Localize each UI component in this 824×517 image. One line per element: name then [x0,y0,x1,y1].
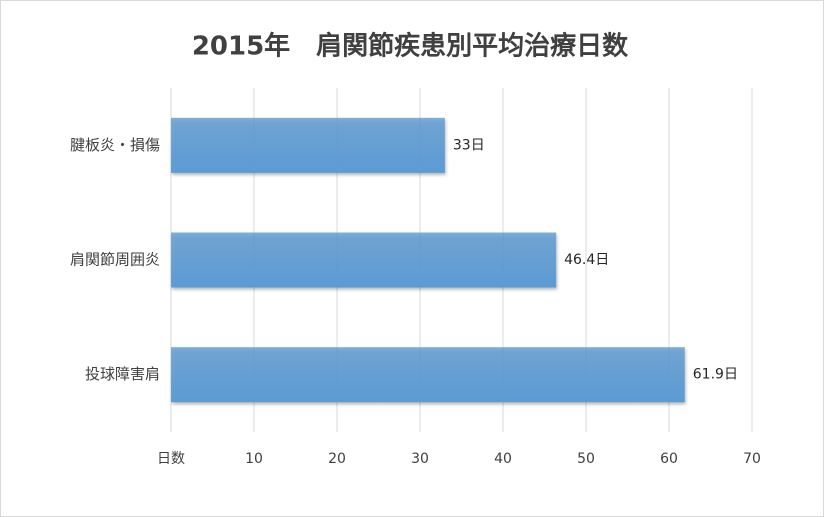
x-tick-label: 40 [494,451,512,467]
data-label: 46.4日 [564,252,609,268]
bar [171,117,445,173]
data-label: 61.9日 [693,367,738,383]
y-tick-label: 腱板炎・損傷 [70,136,160,154]
x-tick-label: 70 [743,451,761,467]
y-tick-label: 投球障害肩 [85,365,160,383]
x-tick-label: 50 [577,451,595,467]
x-tick-label: 60 [660,451,678,467]
bar [171,347,685,403]
bar [171,232,557,288]
x-tick-label: 20 [328,451,346,467]
x-tick-label: 10 [245,451,263,467]
y-tick-label: 肩関節周囲炎 [70,251,160,269]
data-label: 33日 [453,137,485,153]
x-tick-label: 30 [411,451,429,467]
x-tick-label: 日数 [157,451,185,467]
chart-title: 2015年 肩関節疾患別平均治療日数 [192,31,629,62]
